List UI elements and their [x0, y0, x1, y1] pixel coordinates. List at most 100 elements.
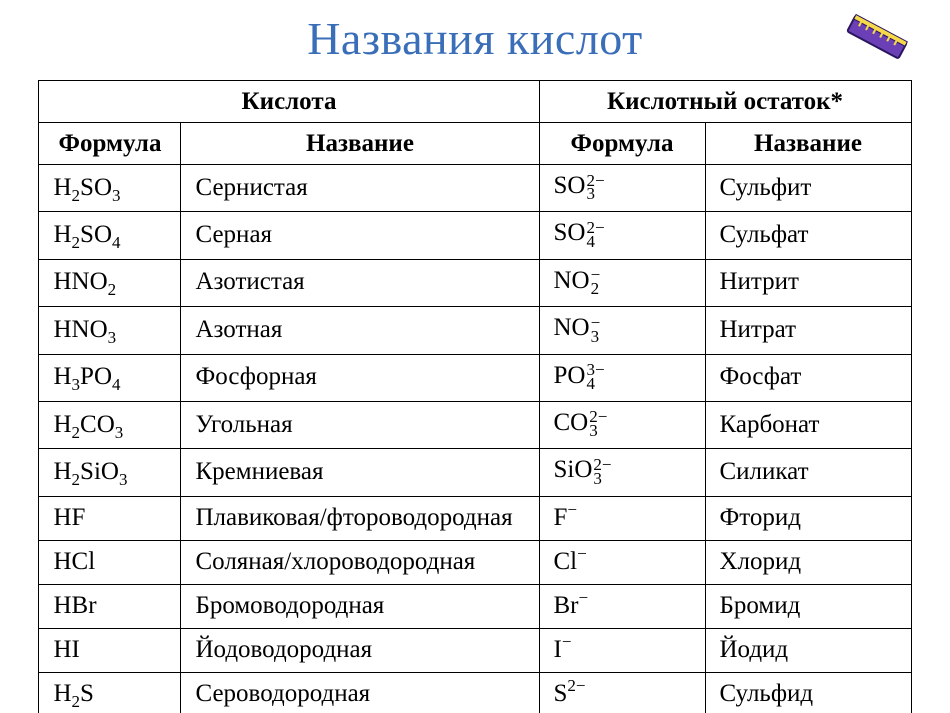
header-acid-group: Кислота	[39, 81, 539, 123]
table-row: HNO3АзотнаяNO−3Нитрат	[39, 307, 911, 354]
ruler-icon	[842, 10, 912, 65]
acid-name-cell-value: Азотная	[181, 309, 538, 352]
residue-formula-cell-value: SO2−3	[540, 165, 705, 211]
residue-formula-cell: S2−	[539, 672, 705, 713]
acid-formula-cell-value: HI	[39, 629, 180, 672]
residue-name-cell-value: Фторид	[706, 497, 911, 540]
acid-name-cell: Азотистая	[181, 259, 539, 306]
table-header-group-row: Кислота Кислотный остаток*	[39, 81, 911, 123]
table-row: H2SСероводороднаяS2−Сульфид	[39, 672, 911, 713]
residue-formula-cell: NO−2	[539, 259, 705, 306]
acid-name-cell: Серная	[181, 212, 539, 259]
acid-formula-cell-value: HCl	[39, 541, 180, 584]
residue-name-cell: Сульфат	[705, 212, 911, 259]
acid-name-cell-value: Фосфорная	[181, 356, 538, 399]
acid-name-cell-value: Кремниевая	[181, 451, 538, 494]
acid-name-cell-value: Сероводородная	[181, 673, 538, 713]
acid-name-cell-value: Соляная/хлороводородная	[181, 541, 538, 584]
acid-formula-cell-value: HNO3	[39, 309, 180, 352]
residue-formula-cell-value: NO−2	[540, 260, 705, 306]
residue-formula-cell-value: NO−3	[540, 307, 705, 353]
acid-formula-cell-value: H2S	[39, 673, 180, 713]
acid-name-cell: Фосфорная	[181, 354, 539, 401]
acid-name-cell: Кремниевая	[181, 449, 539, 496]
table-row: H3PO4ФосфорнаяPO3−4Фосфат	[39, 354, 911, 401]
acid-name-cell: Бромоводородная	[181, 584, 539, 628]
table-row: H2SiO3КремниеваяSiO2−3Силикат	[39, 449, 911, 496]
table-row: HBrБромоводороднаяBr−Бромид	[39, 584, 911, 628]
residue-formula-cell-value: PO3−4	[540, 355, 705, 401]
residue-name-cell: Сульфит	[705, 165, 911, 212]
title-bar: Названия кислот	[0, 0, 950, 80]
table-row: HFПлавиковая/фтороводороднаяF−Фторид	[39, 496, 911, 540]
header-col-name-1: Название	[181, 123, 539, 165]
acid-formula-cell: HF	[39, 496, 181, 540]
table-row: H2SO4СернаяSO2−4Сульфат	[39, 212, 911, 259]
header-col-name-2: Название	[705, 123, 911, 165]
residue-name-cell: Хлорид	[705, 540, 911, 584]
residue-name-cell-value: Карбонат	[706, 404, 911, 447]
residue-formula-cell-value: Cl−	[540, 541, 705, 584]
residue-name-cell-value: Сульфид	[706, 673, 911, 713]
residue-formula-cell-value: CO2−3	[540, 402, 705, 448]
residue-name-cell: Йодид	[705, 628, 911, 672]
residue-formula-cell: NO−3	[539, 307, 705, 354]
residue-formula-cell: SO2−3	[539, 165, 705, 212]
acid-formula-cell: H2SO4	[39, 212, 181, 259]
residue-name-cell: Сульфид	[705, 672, 911, 713]
residue-formula-cell-value: SiO2−3	[540, 449, 705, 495]
residue-name-cell-value: Фосфат	[706, 356, 911, 399]
residue-name-cell: Фосфат	[705, 354, 911, 401]
acid-name-cell-value: Сернистая	[181, 167, 538, 210]
acid-name-cell: Плавиковая/фтороводородная	[181, 496, 539, 540]
table-row: HClСоляная/хлороводороднаяCl−Хлорид	[39, 540, 911, 584]
acid-formula-cell: H2SO3	[39, 165, 181, 212]
residue-name-cell: Нитрат	[705, 307, 911, 354]
residue-name-cell: Бромид	[705, 584, 911, 628]
acid-name-cell-value: Бромоводородная	[181, 585, 538, 628]
acid-formula-cell-value: H3PO4	[39, 356, 180, 399]
acid-formula-cell: H3PO4	[39, 354, 181, 401]
residue-name-cell: Карбонат	[705, 401, 911, 448]
acid-name-cell: Угольная	[181, 401, 539, 448]
table-row: HNO2АзотистаяNO−2Нитрит	[39, 259, 911, 306]
residue-formula-cell-value: Br−	[540, 585, 705, 628]
acid-name-cell-value: Серная	[181, 214, 538, 257]
acid-formula-cell: HCl	[39, 540, 181, 584]
acid-name-cell-value: Плавиковая/фтороводородная	[181, 497, 538, 540]
residue-formula-cell: Cl−	[539, 540, 705, 584]
acid-name-cell-value: Йодоводородная	[181, 629, 538, 672]
residue-name-cell-value: Силикат	[706, 451, 911, 494]
residue-name-cell: Нитрит	[705, 259, 911, 306]
residue-formula-cell: F−	[539, 496, 705, 540]
residue-name-cell: Силикат	[705, 449, 911, 496]
residue-formula-cell: PO3−4	[539, 354, 705, 401]
residue-formula-cell-value: S2−	[540, 673, 705, 713]
residue-formula-cell-value: I−	[540, 629, 705, 672]
residue-formula-cell: SiO2−3	[539, 449, 705, 496]
residue-formula-cell-value: SO2−4	[540, 212, 705, 258]
acid-formula-cell: HNO3	[39, 307, 181, 354]
table-header-cols-row: Формула Название Формула Название	[39, 123, 911, 165]
acid-formula-cell-value: H2CO3	[39, 404, 180, 447]
header-residue-group: Кислотный остаток*	[539, 81, 911, 123]
acid-formula-cell-value: HF	[39, 497, 180, 540]
residue-name-cell-value: Бромид	[706, 585, 911, 628]
page-title: Названия кислот	[0, 0, 950, 65]
table-body: H2SO3СернистаяSO2−3СульфитH2SO4СернаяSO2…	[39, 165, 911, 713]
acid-formula-cell: H2S	[39, 672, 181, 713]
residue-formula-cell-value: F−	[540, 497, 705, 540]
acids-table: Кислота Кислотный остаток* Формула Назва…	[38, 80, 911, 713]
acid-formula-cell-value: H2SO4	[39, 214, 180, 257]
acid-name-cell: Йодоводородная	[181, 628, 539, 672]
residue-name-cell-value: Сульфит	[706, 167, 911, 210]
residue-name-cell: Фторид	[705, 496, 911, 540]
acid-name-cell: Азотная	[181, 307, 539, 354]
acid-formula-cell-value: HNO2	[39, 261, 180, 304]
acid-name-cell: Сероводородная	[181, 672, 539, 713]
acid-name-cell: Соляная/хлороводородная	[181, 540, 539, 584]
residue-name-cell-value: Йодид	[706, 629, 911, 672]
residue-formula-cell: Br−	[539, 584, 705, 628]
acid-formula-cell: H2SiO3	[39, 449, 181, 496]
header-col-formula-2: Формула	[539, 123, 705, 165]
